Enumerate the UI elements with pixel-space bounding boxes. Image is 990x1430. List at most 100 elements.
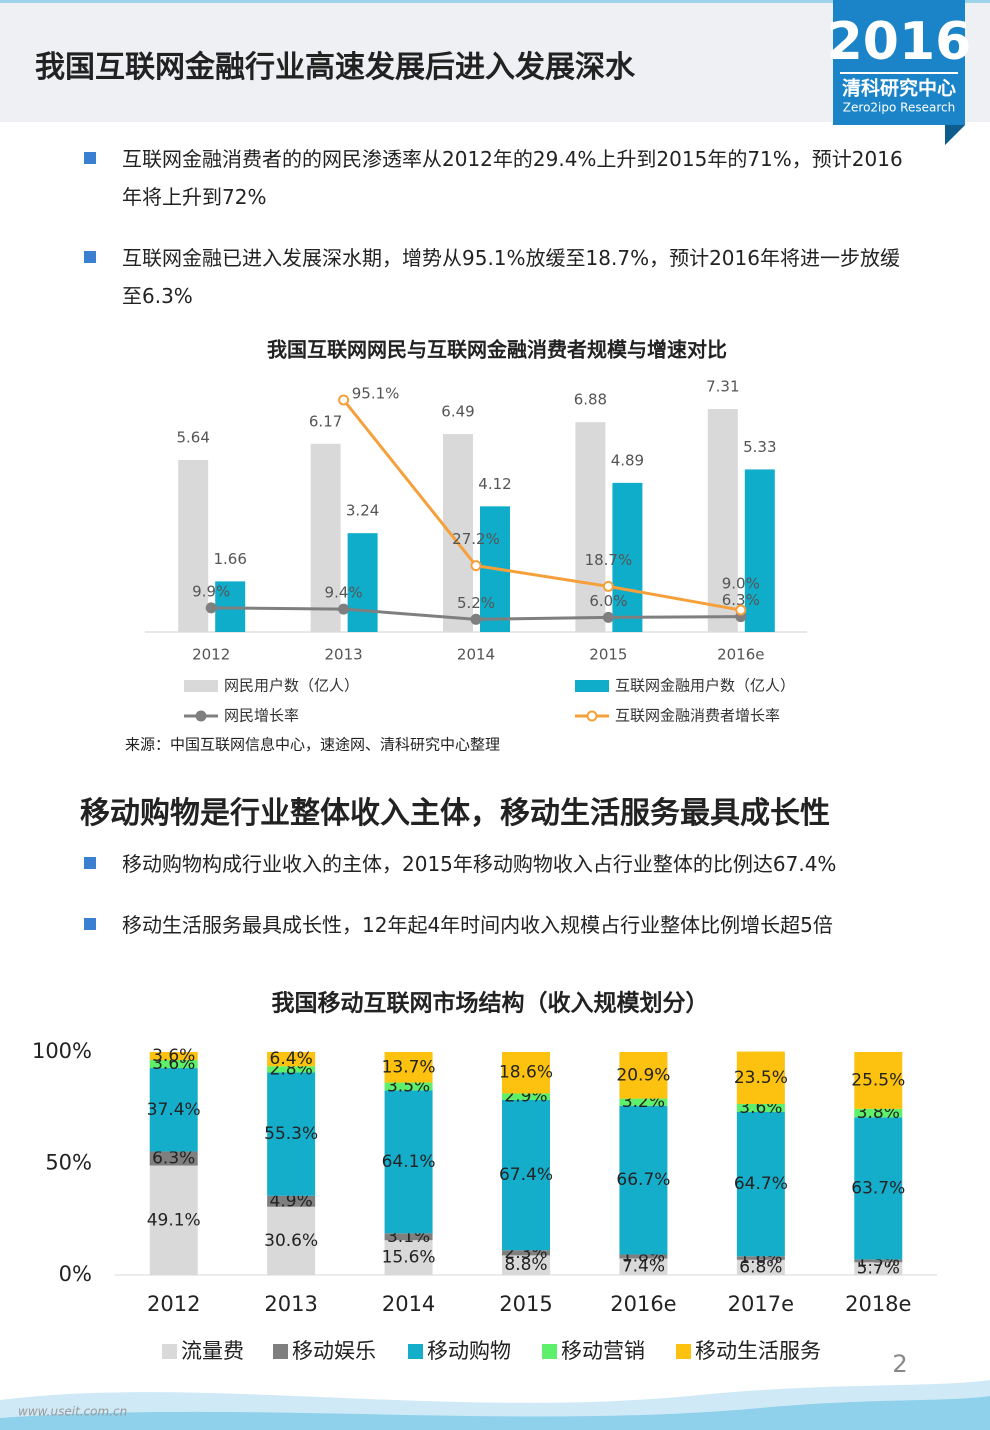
bar-segment bbox=[502, 1052, 550, 1094]
legend-label: 移动娱乐 bbox=[292, 1339, 376, 1363]
legend-label: 互联网金融用户数（亿人） bbox=[615, 677, 795, 695]
bullet-marker bbox=[84, 152, 96, 164]
bar-segment bbox=[619, 1052, 668, 1099]
data-label: 55.3% bbox=[264, 1124, 318, 1144]
y-tick-label: 100% bbox=[32, 1039, 92, 1063]
watermark: www.useit.com.cn bbox=[18, 1405, 127, 1419]
bar bbox=[707, 409, 738, 632]
badge-fold bbox=[945, 125, 965, 145]
data-label: 5.2% bbox=[457, 594, 495, 612]
bar-segment bbox=[619, 1254, 668, 1259]
bullet-marker bbox=[84, 857, 96, 869]
bar-segment bbox=[149, 1052, 198, 1061]
data-label: 1.66 bbox=[213, 550, 246, 568]
legend-label: 移动生活服务 bbox=[695, 1339, 821, 1363]
line-point bbox=[470, 560, 482, 572]
bar-segment bbox=[384, 1233, 433, 1241]
x-tick-label: 2012 bbox=[192, 646, 230, 664]
data-label: 7.4% bbox=[622, 1257, 665, 1277]
x-tick-label: 2015 bbox=[589, 646, 627, 664]
page-title: 我国互联网金融行业高速发展后进入发展深水 bbox=[35, 50, 635, 85]
bar-segment bbox=[502, 1255, 550, 1275]
legend-label: 流量费 bbox=[181, 1339, 244, 1363]
data-label: 4.89 bbox=[611, 451, 644, 469]
data-label: 5.7% bbox=[857, 1259, 900, 1279]
bar-segment bbox=[149, 1068, 198, 1152]
data-label: 7.31 bbox=[706, 378, 739, 396]
data-label: 64.1% bbox=[382, 1152, 436, 1172]
data-label: 4.12 bbox=[478, 475, 511, 493]
data-label: 6.4% bbox=[270, 1049, 313, 1069]
bar-segment bbox=[384, 1090, 433, 1234]
data-label: 27.2% bbox=[452, 530, 500, 548]
data-label: 23.5% bbox=[734, 1068, 788, 1088]
x-tick-label: 2017e bbox=[728, 1292, 794, 1316]
data-label: 67.4% bbox=[499, 1165, 553, 1185]
bar bbox=[443, 434, 473, 632]
x-tick-label: 2014 bbox=[382, 1292, 435, 1316]
bar-segment bbox=[736, 1256, 785, 1260]
data-label: 13.7% bbox=[382, 1057, 436, 1077]
bar bbox=[178, 459, 209, 632]
x-tick-label: 2014 bbox=[457, 646, 495, 664]
bar-segment bbox=[854, 1262, 903, 1275]
data-label: 6.3% bbox=[722, 591, 760, 609]
bar-segment bbox=[736, 1111, 785, 1257]
data-label: 20.9% bbox=[616, 1065, 670, 1085]
bar bbox=[612, 482, 643, 632]
data-label: 6.8% bbox=[739, 1257, 782, 1277]
bar bbox=[744, 469, 775, 632]
bar-segment bbox=[267, 1206, 316, 1275]
data-label: 6.17 bbox=[309, 412, 342, 430]
legend-label: 网民用户数（亿人） bbox=[224, 677, 359, 695]
bar-segment bbox=[384, 1082, 433, 1091]
legend-label: 网民增长率 bbox=[224, 707, 299, 725]
line bbox=[342, 399, 742, 612]
bar-segment bbox=[149, 1165, 198, 1275]
bar-segment bbox=[267, 1195, 316, 1207]
section-title: 移动购物是行业整体收入主体，移动生活服务最具成长性 bbox=[80, 796, 830, 831]
header-top-line bbox=[0, 0, 990, 3]
bar-segment bbox=[854, 1259, 903, 1263]
legend-label: 移动购物 bbox=[427, 1339, 511, 1363]
legend-swatch bbox=[575, 680, 609, 692]
legend-swatch bbox=[586, 710, 598, 722]
data-label: 37.4% bbox=[147, 1100, 201, 1120]
page-number: 2 bbox=[892, 1350, 907, 1378]
data-label: 6.3% bbox=[152, 1148, 195, 1168]
bar-segment bbox=[736, 1103, 785, 1112]
header-band bbox=[0, 0, 990, 122]
y-tick-label: 0% bbox=[59, 1262, 92, 1286]
badge-year: 2016 bbox=[827, 12, 972, 72]
data-label: 95.1% bbox=[352, 384, 400, 402]
x-tick-label: 2013 bbox=[264, 1292, 317, 1316]
bar-segment bbox=[384, 1240, 433, 1275]
data-label: 15.6% bbox=[382, 1248, 436, 1268]
data-label: 5.64 bbox=[176, 428, 209, 446]
bar-segment bbox=[149, 1151, 198, 1166]
bullet: 互联网金融消费者的的网民渗透率从2012年的29.4%上升到2015年的71%，… bbox=[122, 147, 903, 209]
x-tick-label: 2013 bbox=[325, 646, 363, 664]
bar-segment bbox=[502, 1099, 550, 1251]
line-point bbox=[602, 580, 614, 592]
bullet-marker bbox=[84, 918, 96, 930]
bullet: 移动购物构成行业收入的主体，2015年移动购物收入占行业整体的比例达67.4% bbox=[122, 852, 837, 876]
legend-swatch bbox=[676, 1344, 691, 1359]
x-tick-label: 2015 bbox=[499, 1292, 552, 1316]
data-label: 18.7% bbox=[585, 551, 633, 569]
legend-swatch bbox=[408, 1344, 423, 1359]
legend-label: 互联网金融消费者增长率 bbox=[615, 707, 780, 725]
badge-sub: Zero2ipo Research bbox=[843, 101, 955, 115]
bar-segment bbox=[267, 1066, 316, 1073]
wave bbox=[0, 1396, 990, 1430]
data-label: 5.33 bbox=[743, 438, 776, 456]
chart-title: 我国互联网网民与互联网金融消费者规模与增速对比 bbox=[267, 338, 727, 362]
bullet: 互联网金融已进入发展深水期，增势从95.1%放缓至18.7%，预计2016年将进… bbox=[122, 246, 900, 308]
legend-swatch bbox=[273, 1344, 288, 1359]
bar bbox=[347, 533, 378, 632]
bar-segment bbox=[854, 1117, 903, 1260]
bar-segment bbox=[736, 1259, 785, 1275]
line-point bbox=[338, 394, 350, 406]
